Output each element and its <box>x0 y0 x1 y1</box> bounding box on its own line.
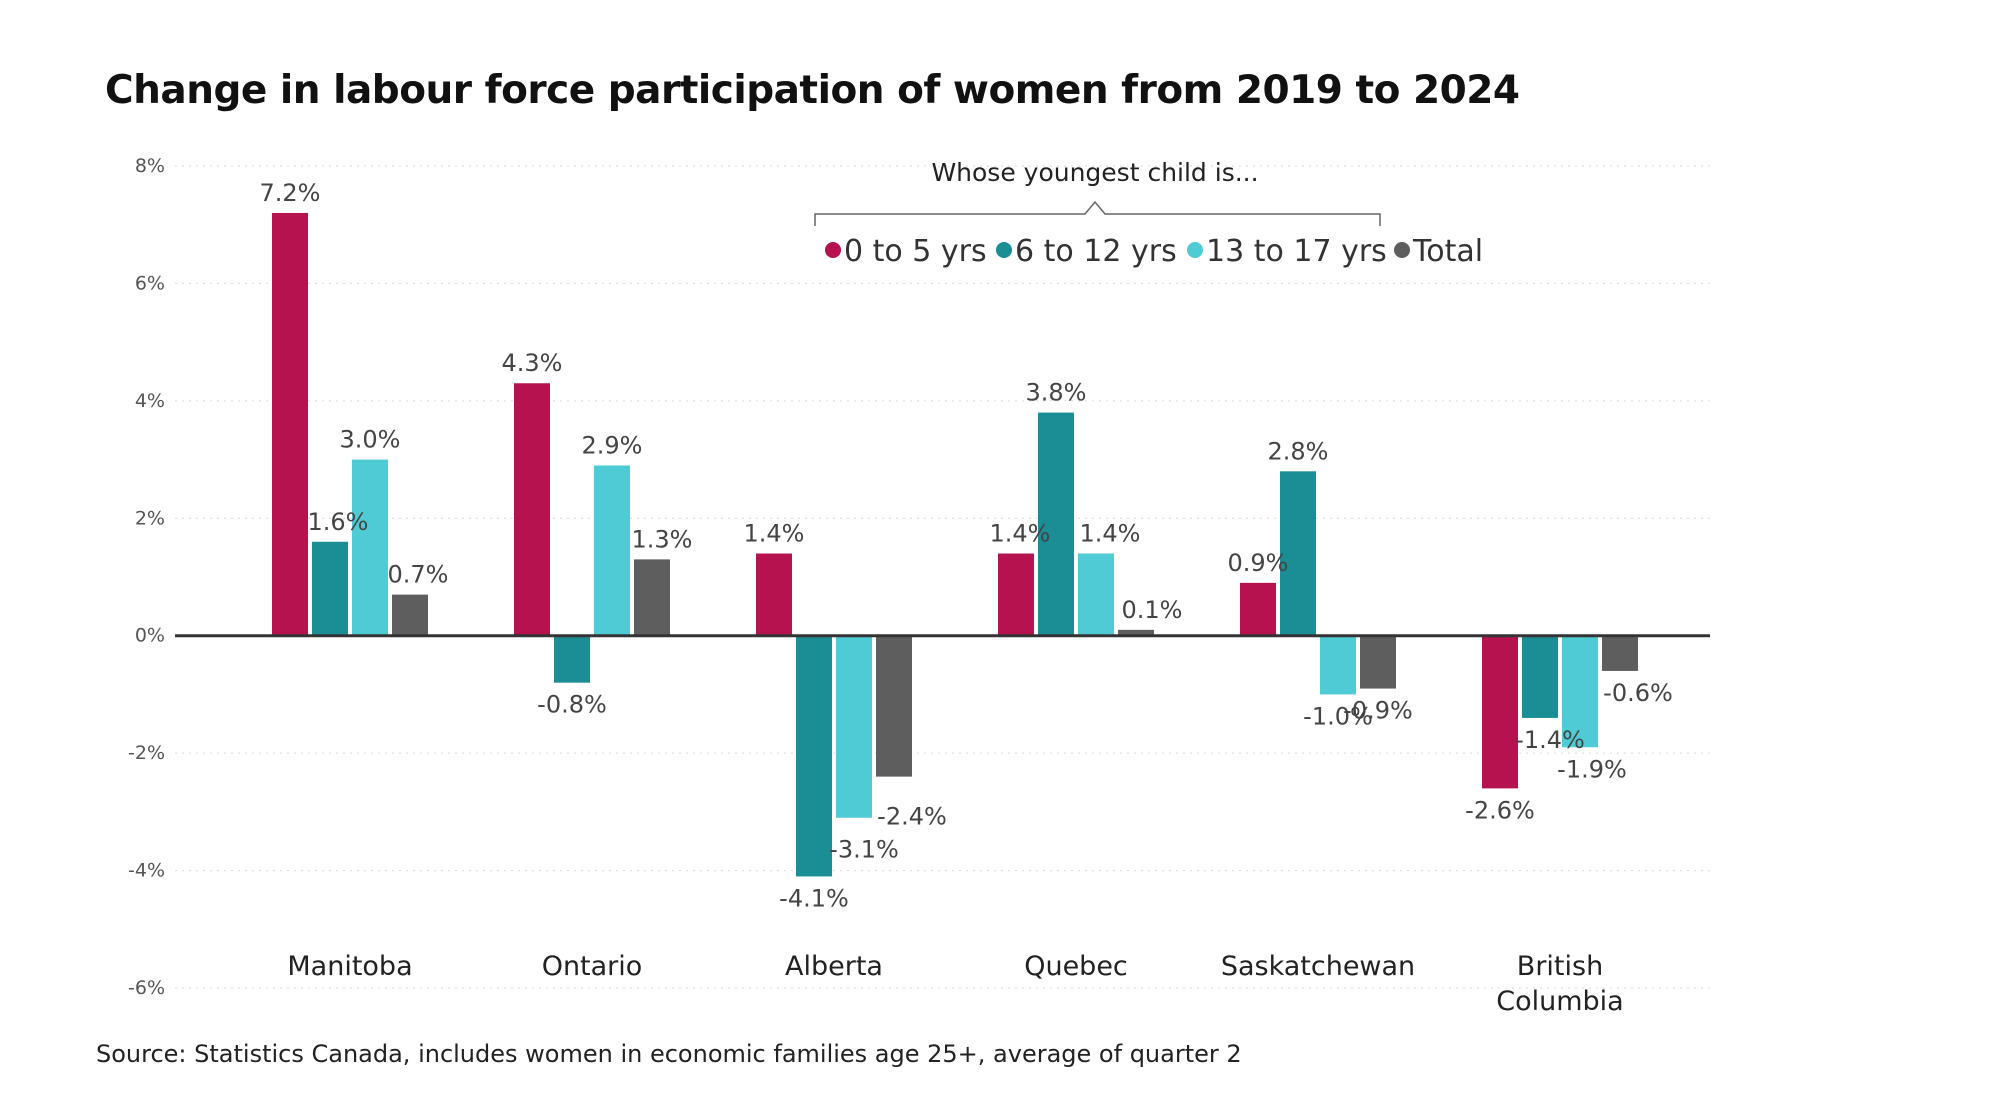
data-label: 1.6% <box>308 508 369 536</box>
y-tick-label: 0% <box>135 625 165 647</box>
legend-swatch <box>1394 242 1410 258</box>
bar-total <box>1118 629 1154 636</box>
bar-total <box>1360 635 1396 689</box>
bar-0-to-5-yrs <box>1482 635 1518 789</box>
legend-label: Total <box>1412 234 1483 269</box>
bar-0-to-5-yrs <box>514 383 550 636</box>
y-tick-label: -6% <box>128 977 165 999</box>
data-label: 3.0% <box>340 426 401 454</box>
category-labels: Manitoba Ontario Alberta Quebec Saskatchewan… <box>287 951 1623 1017</box>
category-label: Columbia <box>1496 986 1623 1017</box>
data-label: -3.1% <box>829 836 899 864</box>
legend-title: Whose youngest child is... <box>931 158 1258 187</box>
data-label: 4.3% <box>502 349 563 377</box>
category-label: Saskatchewan <box>1221 951 1415 982</box>
y-axis-ticks: 8% 6% 4% 2% 0% -2% -4% -6% <box>128 155 165 999</box>
bar-0-to-5-yrs <box>998 553 1034 636</box>
data-label: 0.1% <box>1122 596 1183 624</box>
data-label: -2.6% <box>1465 796 1535 824</box>
data-label: 1.3% <box>632 525 693 553</box>
data-label: -2.4% <box>877 803 947 831</box>
bar-0-to-5-yrs <box>1240 582 1276 636</box>
legend-swatch <box>996 242 1012 258</box>
data-label: 1.4% <box>744 520 805 548</box>
data-label: 1.4% <box>990 520 1051 548</box>
bar-total <box>634 559 670 636</box>
category-label: Manitoba <box>287 951 412 982</box>
data-label: 7.2% <box>260 179 321 207</box>
bar-6-to-12-yrs <box>554 635 590 683</box>
y-tick-label: -4% <box>128 860 165 882</box>
bar-13-to-17-yrs <box>1078 553 1114 636</box>
data-label: 2.8% <box>1268 437 1329 465</box>
legend-label: 0 to 5 yrs <box>844 234 987 269</box>
data-label: 0.9% <box>1228 549 1289 577</box>
data-label: 0.7% <box>388 561 449 589</box>
bars <box>272 212 1638 877</box>
bar-6-to-12-yrs <box>1038 412 1074 636</box>
bar-13-to-17-yrs <box>352 459 388 636</box>
bar-0-to-5-yrs <box>756 553 792 636</box>
bar-total <box>1602 635 1638 671</box>
data-label: -0.6% <box>1603 679 1673 707</box>
bar-6-to-12-yrs <box>1280 471 1316 636</box>
y-tick-label: 8% <box>135 155 165 177</box>
bar-13-to-17-yrs <box>1320 635 1356 695</box>
legend-label: 13 to 17 yrs <box>1206 234 1387 269</box>
y-tick-label: 6% <box>135 272 165 294</box>
y-tick-label: 2% <box>135 507 165 529</box>
legend-label: 6 to 12 yrs <box>1015 234 1177 269</box>
bar-6-to-12-yrs <box>796 635 832 877</box>
data-label: -4.1% <box>779 884 849 912</box>
bar-13-to-17-yrs <box>594 465 630 636</box>
source-note: Source: Statistics Canada, includes wome… <box>96 1040 1242 1068</box>
data-labels: 7.2% 1.6% 3.0% 0.7% 4.3% -0.8% 2.9% 1.3% 1.4% -4.… <box>260 179 1673 912</box>
bar-total <box>876 635 912 777</box>
data-label: 2.9% <box>582 431 643 459</box>
bar-total <box>392 594 428 636</box>
legend-bracket <box>814 200 1381 226</box>
bar-0-to-5-yrs <box>272 212 308 636</box>
bar-6-to-12-yrs <box>312 541 348 636</box>
data-label: -0.8% <box>537 691 607 719</box>
legend-swatch <box>1187 242 1203 258</box>
bar-13-to-17-yrs <box>836 635 872 818</box>
data-label: -0.9% <box>1343 697 1413 725</box>
legend: Whose youngest child is... 0 to 5 yrs 6 to… <box>814 158 1483 269</box>
category-label: Quebec <box>1024 951 1128 982</box>
category-label: Ontario <box>542 951 643 982</box>
bar-13-to-17-yrs <box>1562 635 1598 748</box>
data-label: -1.9% <box>1557 755 1627 783</box>
category-label: British <box>1517 951 1603 982</box>
chart-title: Change in labour force participation of … <box>105 68 1520 113</box>
data-label: -1.4% <box>1515 726 1585 754</box>
legend-swatch <box>825 242 841 258</box>
data-label: 1.4% <box>1080 520 1141 548</box>
data-label: -1.0% <box>1303 702 1373 730</box>
bar-6-to-12-yrs <box>1522 635 1558 718</box>
y-tick-label: -2% <box>128 742 165 764</box>
category-label: Alberta <box>785 951 883 982</box>
y-tick-label: 4% <box>135 390 165 412</box>
data-label: 3.8% <box>1026 379 1087 407</box>
